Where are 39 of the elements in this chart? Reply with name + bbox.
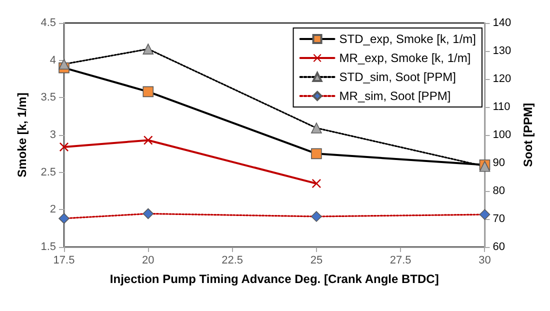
- y-tick-label: 3.5: [40, 92, 56, 104]
- y-tick-label: 1.5: [40, 241, 56, 253]
- y-tick-label: 2: [50, 204, 56, 216]
- y-tick-label: 2.5: [40, 166, 56, 178]
- legend-label: STD_sim, Soot [PPM]: [339, 70, 456, 84]
- x-tick-label: 25: [310, 254, 323, 266]
- point: [311, 122, 322, 134]
- x-tick-label: 30: [478, 254, 491, 266]
- y-tick-label: 4: [50, 54, 56, 66]
- point: [311, 148, 322, 160]
- y2-tick-label: 140: [492, 17, 512, 29]
- point: [58, 213, 70, 224]
- y-axis-title: Smoke [k, 1/m]: [15, 92, 29, 178]
- point: [142, 86, 154, 98]
- x-tick-label: 17.5: [53, 254, 75, 266]
- y-tick-label: 3: [50, 129, 56, 141]
- point: [479, 209, 490, 220]
- y2-tick-label: 60: [492, 241, 505, 253]
- legend-label: MR_sim, Soot [PPM]: [339, 89, 451, 103]
- point: [58, 58, 70, 70]
- x-axis-title: Injection Pump Timing Advance Deg. [Crank Angle BTDC]: [110, 272, 439, 286]
- point: [311, 211, 322, 222]
- x-tick-label: 20: [142, 254, 154, 266]
- y2-tick-label: 100: [492, 129, 512, 141]
- x-tick-label: 22.5: [222, 254, 244, 266]
- y2-tick-label: 70: [492, 213, 505, 225]
- point: [144, 136, 153, 145]
- y2-tick-label: 110: [492, 101, 510, 113]
- point: [142, 44, 154, 54]
- y2-tick-label: 80: [492, 185, 505, 197]
- y2-tick-label: 120: [492, 73, 512, 85]
- legend-label: MR_exp, Smoke [k, 1/m]: [339, 51, 471, 65]
- y2-axis-title: Soot [PPM]: [521, 103, 535, 167]
- x-tick-label: 27.5: [390, 254, 412, 266]
- legend-label: STD_exp, Smoke [k, 1/m]: [339, 32, 476, 46]
- point: [142, 208, 154, 220]
- y2-tick-label: 130: [492, 45, 512, 57]
- y-tick-label: 4.5: [40, 17, 56, 29]
- y2-tick-label: 90: [492, 157, 505, 169]
